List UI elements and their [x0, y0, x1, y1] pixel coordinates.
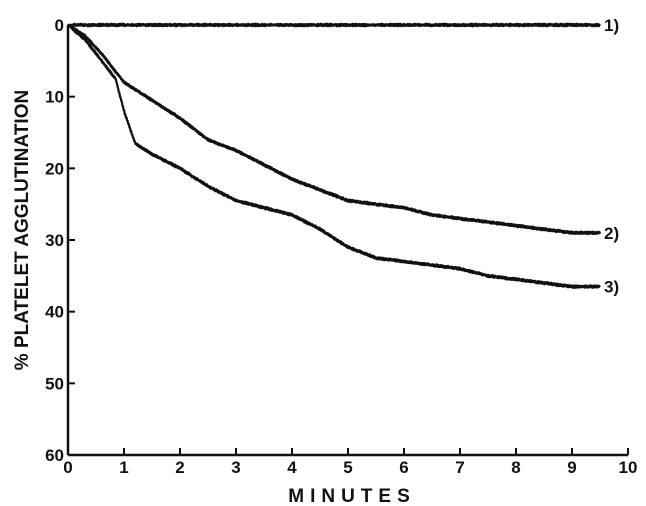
- y-tick-label: 0: [55, 16, 64, 35]
- y-axis-title: % PLATELET AGGLUTINATION: [12, 90, 33, 370]
- series-label-1: 1): [604, 16, 619, 35]
- y-tick-label: 30: [45, 231, 64, 250]
- series-labels: 1) 2) 3): [604, 16, 619, 297]
- x-tick-label: 7: [455, 458, 464, 477]
- plot-series-group: [67, 22, 602, 289]
- x-axis-ticks: 0 1 2 3 4 5 6 7 8 9 10: [63, 448, 637, 477]
- series-line-1: [67, 22, 601, 28]
- y-tick-label: 60: [45, 446, 64, 465]
- series-line-3: [67, 24, 601, 289]
- x-tick-label: 10: [619, 458, 638, 477]
- y-tick-label: 40: [45, 303, 64, 322]
- axes-group: [66, 25, 628, 457]
- y-tick-label: 10: [45, 88, 64, 107]
- x-tick-label: 6: [399, 458, 408, 477]
- y-tick-label: 20: [45, 159, 64, 178]
- x-tick-label: 1: [119, 458, 128, 477]
- x-axis-title: MINUTES: [288, 486, 416, 506]
- x-tick-label: 3: [231, 458, 240, 477]
- series-label-2: 2): [604, 224, 619, 243]
- y-tick-label: 50: [45, 374, 64, 393]
- x-tick-label: 9: [567, 458, 576, 477]
- x-tick-label: 5: [343, 458, 352, 477]
- y-axis-ticks: 0 10 20 30 40 50 60: [45, 16, 75, 465]
- x-tick-label: 8: [511, 458, 520, 477]
- x-tick-label: 4: [287, 458, 297, 477]
- series-label-3: 3): [604, 278, 619, 297]
- series-line-2: [67, 24, 602, 236]
- x-tick-label: 2: [175, 458, 184, 477]
- x-tick-label: 0: [63, 458, 72, 477]
